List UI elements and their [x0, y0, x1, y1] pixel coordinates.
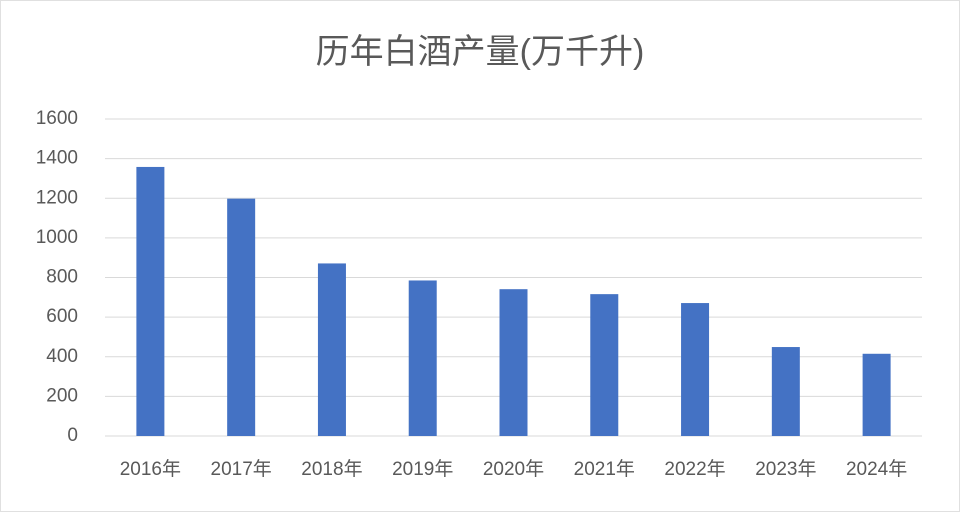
x-tick-label: 2018年 [301, 458, 362, 480]
bar [499, 289, 528, 436]
y-tick-label: 200 [46, 385, 78, 406]
y-tick-label: 600 [46, 306, 78, 327]
y-tick-label: 400 [46, 346, 78, 367]
bar [317, 263, 346, 436]
bar [681, 303, 710, 436]
y-tick-label: 0 [67, 425, 78, 446]
bar [771, 347, 800, 436]
y-tick-label: 1000 [36, 227, 78, 248]
bar [862, 353, 891, 436]
x-tick-label: 2020年 [483, 458, 544, 480]
x-tick-label: 2023年 [755, 458, 816, 480]
y-tick-label: 1200 [36, 187, 78, 208]
x-tick-label: 2021年 [574, 458, 635, 480]
y-tick-label: 1600 [36, 108, 78, 129]
bar [408, 280, 437, 436]
bar [590, 294, 619, 436]
bar [227, 198, 256, 436]
y-tick-label: 800 [46, 267, 78, 288]
chart-title: 历年白酒产量(万千升) [316, 33, 645, 71]
x-tick-label: 2024年 [846, 458, 907, 480]
x-tick-label: 2022年 [664, 458, 725, 480]
x-tick-label: 2019年 [392, 458, 453, 480]
bar [136, 166, 165, 437]
x-tick-label: 2016年 [120, 458, 181, 480]
y-tick-label: 1400 [36, 148, 78, 169]
x-tick-label: 2017年 [211, 458, 272, 480]
